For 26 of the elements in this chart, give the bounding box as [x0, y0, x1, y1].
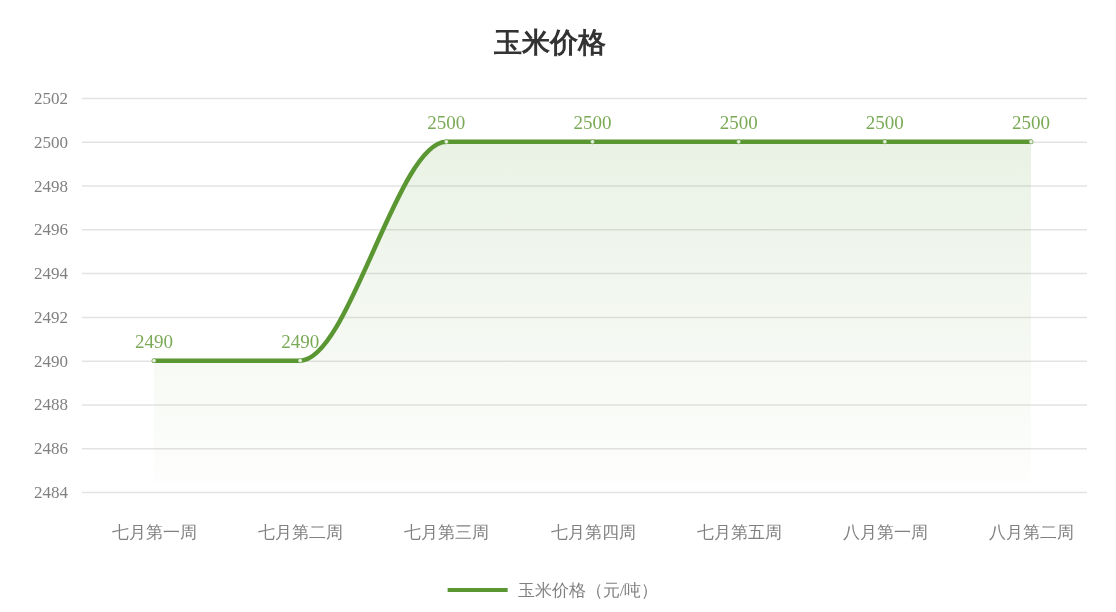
y-tick-label: 2486	[34, 439, 68, 459]
y-tick-label: 2484	[34, 482, 69, 502]
data-label: 2500	[719, 111, 758, 133]
y-tick-label: 2488	[34, 395, 68, 415]
chart-title: 玉米价格	[493, 27, 606, 58]
data-label: 2500	[573, 111, 612, 133]
y-tick-label: 2502	[34, 88, 68, 108]
x-tick-label: 七月第三周	[404, 523, 490, 543]
x-tick-label: 七月第四周	[550, 523, 636, 543]
data-label: 2500	[865, 111, 904, 133]
x-tick-label: 七月第一周	[112, 523, 197, 543]
y-tick-label: 2498	[34, 176, 68, 196]
data-label: 2500	[1012, 111, 1050, 133]
legend-label: 玉米价格（元/吨）	[517, 581, 659, 600]
data-label: 2490	[281, 330, 320, 352]
y-tick-label: 2494	[34, 264, 69, 284]
data-label: 2500	[427, 111, 466, 133]
y-tick-label: 2496	[34, 220, 68, 240]
y-tick-label: 2490	[34, 351, 68, 371]
x-tick-label: 八月第二周	[989, 523, 1074, 543]
x-tick-label: 七月第二周	[258, 523, 344, 543]
y-tick-label: 2492	[34, 307, 68, 327]
x-tick-label: 八月第一周	[842, 523, 928, 543]
x-tick-label: 七月第五周	[696, 523, 782, 543]
y-tick-label: 2500	[34, 132, 68, 152]
data-label: 2490	[135, 330, 173, 352]
